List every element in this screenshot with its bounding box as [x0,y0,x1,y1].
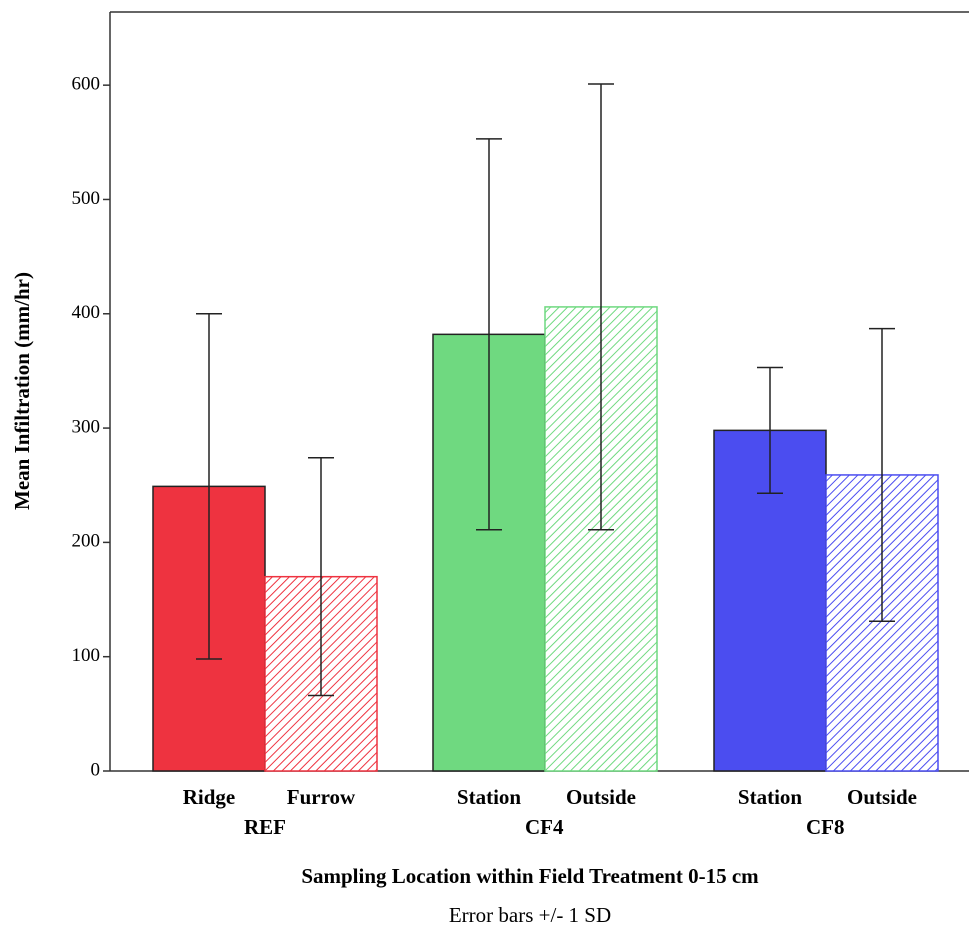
y-tick-label: 100 [72,645,101,666]
y-tick-label: 0 [91,759,101,780]
x-tick-label: Station [457,785,522,809]
x-tick-label: Station [738,785,803,809]
y-tick-label: 300 [72,416,101,437]
group-label: REF [244,815,286,839]
x-tick-label: Outside [847,785,917,809]
y-tick-label: 400 [72,302,101,323]
group-label: CF8 [806,815,845,839]
x-axis-title: Sampling Location within Field Treatment… [301,864,759,888]
y-tick-label: 600 [72,74,101,95]
y-tick-label: 500 [72,188,101,209]
x-tick-label: Furrow [287,785,356,809]
y-tick-label: 200 [72,531,101,552]
note: Error bars +/- 1 SD [449,903,611,927]
x-tick-label: Ridge [183,785,236,809]
x-tick-label: Outside [566,785,636,809]
y-axis-title: Mean Infiltration (mm/hr) [10,272,34,510]
bar [432,333,546,772]
group-label: CF4 [525,815,564,839]
